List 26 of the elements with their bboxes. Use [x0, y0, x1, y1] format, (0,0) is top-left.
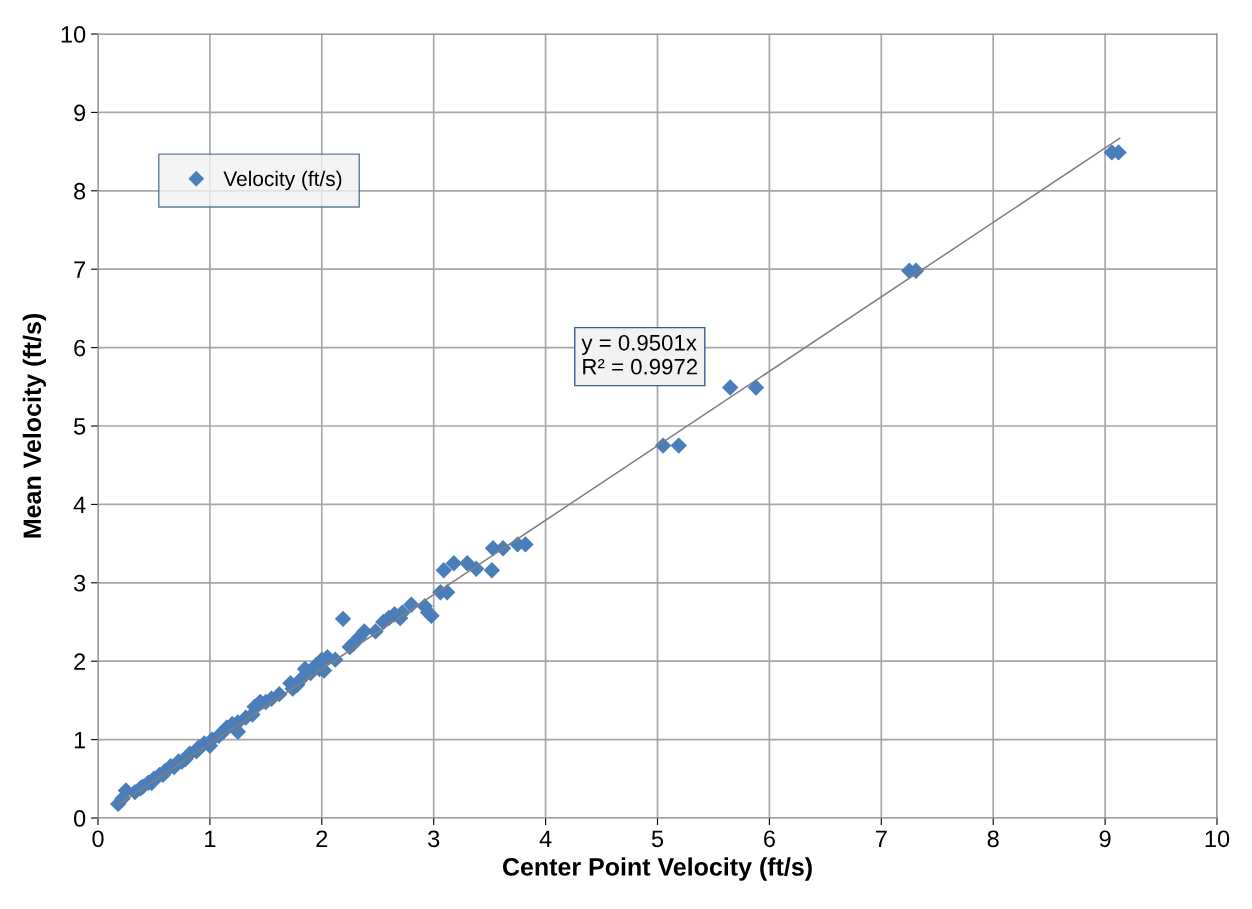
x-tick-label: 6 [764, 830, 775, 848]
y-tick-label: 3 [73, 574, 86, 592]
y-tick-label: 0 [73, 810, 86, 827]
y-axis-title: Mean Velocity (ft/s) [22, 314, 47, 538]
y-tick-label: 5 [74, 418, 86, 435]
y-tick-label: 4 [73, 496, 86, 513]
y-tick-label: 2 [74, 653, 86, 670]
x-tick-label: 3 [428, 830, 440, 848]
x-tick-label: 9 [1099, 830, 1111, 848]
y-tick-label: 10 [61, 26, 86, 43]
y-tick-label: 8 [74, 182, 86, 200]
x-tick-label: 1 [205, 830, 216, 847]
y-tick-label: 6 [74, 339, 86, 357]
y-tick-label: 7 [74, 261, 86, 278]
x-axis-title: Center Point Velocity (ft/s) [502, 857, 812, 881]
x-tick-label: 7 [875, 830, 887, 847]
annotation: y = 0.9501x R² = 0.9972 [581, 334, 698, 375]
x-tick-label: 8 [987, 830, 999, 848]
x-tick-label: 2 [316, 830, 328, 847]
x-tick-label: 4 [539, 830, 552, 847]
y-tick-label: 9 [74, 104, 86, 122]
y-tick-label: 1 [74, 731, 86, 749]
x-tick-label: 5 [651, 830, 664, 848]
x-tick-label: 0 [92, 830, 104, 848]
x-tick-label: 10 [1205, 830, 1230, 848]
legend-label: Velocity (ft/s) [223, 170, 342, 191]
